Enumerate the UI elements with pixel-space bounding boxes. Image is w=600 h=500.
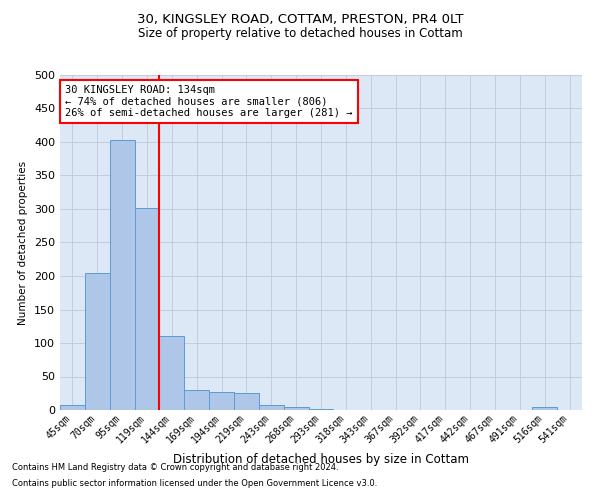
Text: 30 KINGSLEY ROAD: 134sqm
← 74% of detached houses are smaller (806)
26% of semi-: 30 KINGSLEY ROAD: 134sqm ← 74% of detach… [65,85,353,118]
Bar [209,392,234,410]
Bar [160,336,184,410]
Bar [60,404,85,410]
Text: Size of property relative to detached houses in Cottam: Size of property relative to detached ho… [137,28,463,40]
Y-axis label: Number of detached properties: Number of detached properties [19,160,28,324]
Bar [184,390,209,410]
X-axis label: Distribution of detached houses by size in Cottam: Distribution of detached houses by size … [173,453,469,466]
Text: Contains HM Land Registry data © Crown copyright and database right 2024.: Contains HM Land Registry data © Crown c… [12,464,338,472]
Bar [532,408,557,410]
Text: Contains public sector information licensed under the Open Government Licence v3: Contains public sector information licen… [12,478,377,488]
Bar [110,140,134,410]
Bar [85,272,110,410]
Bar [134,208,160,410]
Bar [284,406,308,410]
Text: 30, KINGSLEY ROAD, COTTAM, PRESTON, PR4 0LT: 30, KINGSLEY ROAD, COTTAM, PRESTON, PR4 … [137,12,463,26]
Bar [234,393,259,410]
Bar [308,408,334,410]
Bar [259,406,284,410]
